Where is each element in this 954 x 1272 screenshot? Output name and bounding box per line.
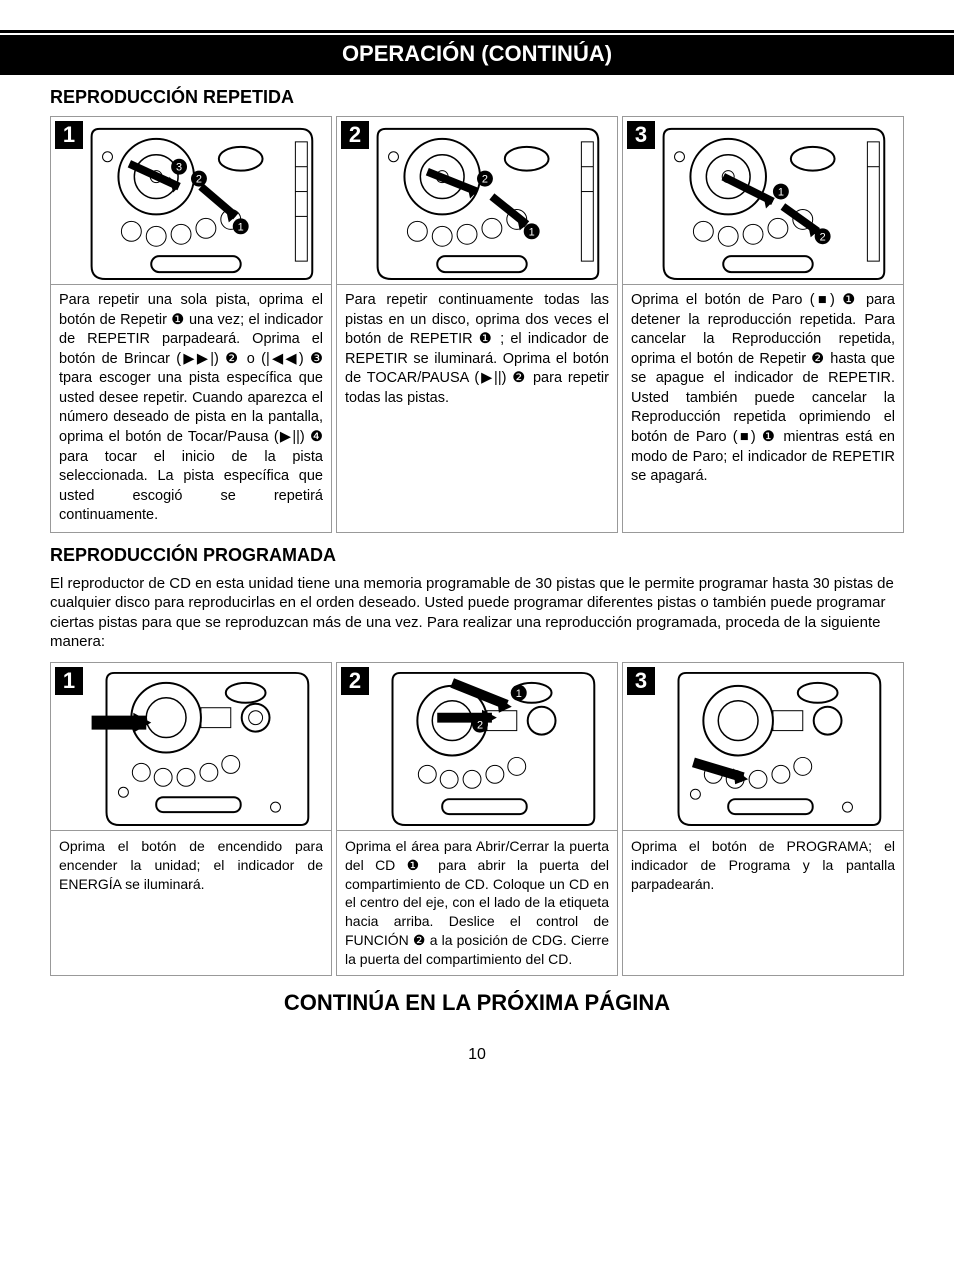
- svg-text:1: 1: [238, 221, 244, 233]
- step-1-2: 2 2 1: [336, 116, 618, 533]
- step-2-1: 1 Oprima el botón de enc: [50, 662, 332, 976]
- device-diagram-icon: 2 1: [337, 117, 617, 284]
- step-1-1-text: Para repetir una sola pista, oprima el b…: [51, 285, 331, 532]
- step-1-3: 3 1 2: [622, 116, 904, 533]
- svg-text:2: 2: [477, 719, 483, 731]
- step-2-2: 2 1 2 Oprima el á: [336, 662, 618, 976]
- continue-notice: CONTINÚA EN LA PRÓXIMA PÁGINA: [50, 990, 904, 1016]
- step-number: 1: [55, 667, 83, 695]
- svg-text:3: 3: [176, 162, 182, 174]
- step-1-3-diagram: 3 1 2: [623, 117, 903, 285]
- step-1-1-diagram: 1 3: [51, 117, 331, 285]
- page-number: 10: [50, 1046, 904, 1064]
- device-diagram-icon: [623, 663, 903, 830]
- device-diagram-icon: 3 2 1: [51, 117, 331, 284]
- step-2-2-diagram: 2 1 2: [337, 663, 617, 831]
- svg-text:1: 1: [778, 187, 784, 199]
- step-2-1-text: Oprima el botón de encendido para encend…: [51, 831, 331, 975]
- svg-text:1: 1: [529, 226, 535, 238]
- step-2-2-text: Oprima el área para Abrir/Cerrar la puer…: [337, 831, 617, 975]
- section2-steps: 1 Oprima el botón de enc: [50, 662, 904, 976]
- svg-text:2: 2: [482, 174, 488, 186]
- svg-text:2: 2: [820, 231, 826, 243]
- svg-text:2: 2: [196, 174, 202, 186]
- section1-steps: 1 3: [50, 116, 904, 533]
- step-2-1-diagram: 1: [51, 663, 331, 831]
- section1-title: REPRODUCCIÓN REPETIDA: [50, 87, 904, 108]
- step-1-3-text: Oprima el botón de Paro (■) ❶ para deten…: [623, 285, 903, 532]
- step-number: 2: [341, 667, 369, 695]
- device-diagram-icon: [51, 663, 331, 830]
- step-number: 3: [627, 667, 655, 695]
- step-number: 3: [627, 121, 655, 149]
- section2-title: REPRODUCCIÓN PROGRAMADA: [50, 545, 904, 566]
- step-2-3-text: Oprima el botón de PROGRAMA; el indicado…: [623, 831, 903, 975]
- page-header: OPERACIÓN (CONTINÚA): [0, 30, 954, 75]
- step-1-2-text: Para repetir continuamente todas las pis…: [337, 285, 617, 532]
- step-number: 1: [55, 121, 83, 149]
- device-diagram-icon: 1 2: [623, 117, 903, 284]
- step-number: 2: [341, 121, 369, 149]
- step-1-1: 1 3: [50, 116, 332, 533]
- step-2-3: 3 Oprima el botón de PROGRAMA; el: [622, 662, 904, 976]
- step-1-2-diagram: 2 2 1: [337, 117, 617, 285]
- device-diagram-icon: 1 2: [337, 663, 617, 830]
- svg-text:1: 1: [516, 688, 522, 700]
- section2-intro: El reproductor de CD en esta unidad tien…: [50, 574, 904, 652]
- step-2-3-diagram: 3: [623, 663, 903, 831]
